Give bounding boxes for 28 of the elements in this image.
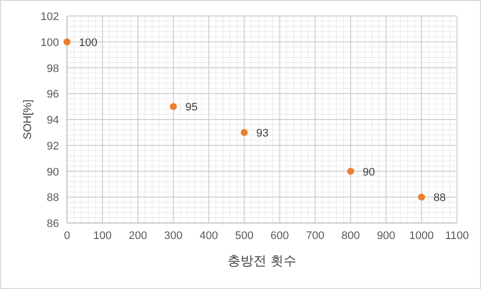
y-tick-label: 90	[46, 166, 59, 178]
data-label: 88	[434, 192, 446, 204]
data-label: 90	[362, 166, 375, 178]
x-tick-label: 400	[200, 230, 218, 242]
x-tick-label: 200	[128, 230, 148, 242]
x-tick-label: 300	[164, 230, 183, 242]
x-tick-label: 700	[306, 230, 324, 242]
y-tick-label: 94	[46, 114, 59, 126]
x-tick-label: 1000	[409, 230, 434, 242]
data-label: 93	[256, 127, 269, 140]
x-tick-label: 600	[270, 230, 289, 242]
y-tick-label: 100	[40, 36, 59, 49]
data-label: 95	[185, 102, 198, 114]
x-tick-label: 900	[376, 230, 396, 242]
y-tick-label: 86	[46, 218, 59, 230]
y-tick-label: 92	[46, 140, 59, 152]
x-tick-label: 100	[93, 230, 112, 242]
x-axis-title: 충방전 횟수	[228, 253, 296, 268]
x-tick-label: 0	[64, 230, 70, 242]
y-tick-label: 102	[40, 11, 59, 23]
y-axis-title: SOH[%]	[22, 100, 34, 140]
x-tick-label: 800	[341, 230, 360, 242]
x-tick-label: 1100	[445, 230, 469, 242]
x-tick-label: 500	[235, 230, 254, 242]
y-tick-label: 88	[46, 192, 59, 204]
y-tick-label: 98	[46, 62, 59, 75]
y-tick-label: 96	[46, 88, 59, 101]
data-label: 100	[79, 36, 98, 49]
